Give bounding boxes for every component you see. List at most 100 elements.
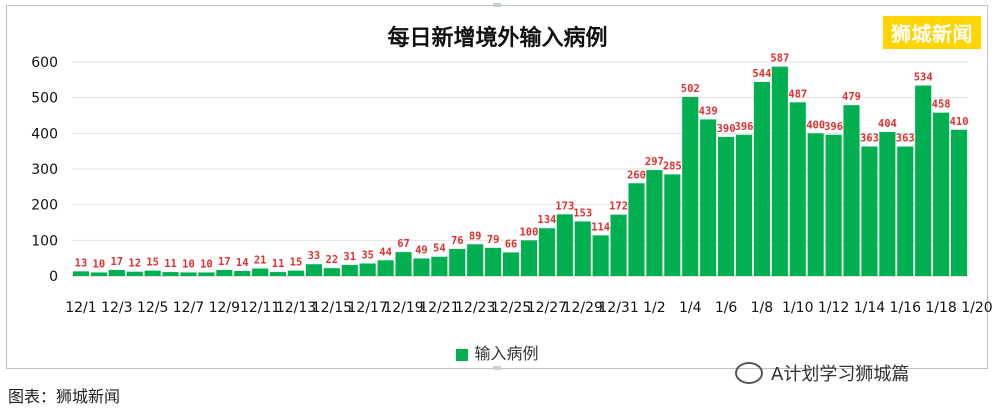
y-tick-label: 400 bbox=[31, 126, 58, 142]
data-label: 363 bbox=[896, 133, 915, 145]
bar bbox=[556, 214, 573, 276]
data-label: 21 bbox=[254, 255, 267, 267]
x-tick-label: 12/15 bbox=[312, 300, 352, 316]
wechat-account-label: A计划学习狮城篇 bbox=[771, 364, 910, 385]
bar bbox=[682, 96, 699, 276]
bar bbox=[252, 268, 269, 276]
bar bbox=[520, 240, 538, 276]
y-tick-label: 200 bbox=[31, 198, 58, 214]
x-tick-label: 1/2 bbox=[643, 300, 666, 316]
bar bbox=[592, 235, 609, 276]
data-label: 17 bbox=[110, 256, 123, 268]
x-tick-label: 12/1 bbox=[65, 300, 96, 316]
data-label: 396 bbox=[824, 121, 843, 133]
data-label: 479 bbox=[842, 91, 861, 103]
data-label: 79 bbox=[487, 234, 500, 246]
data-label: 410 bbox=[950, 116, 969, 128]
bar bbox=[628, 183, 645, 276]
x-tick-label: 12/9 bbox=[209, 300, 240, 316]
bar bbox=[825, 134, 842, 276]
x-tick-label: 12/7 bbox=[173, 300, 204, 316]
bar bbox=[270, 272, 287, 276]
data-label: 31 bbox=[343, 251, 356, 263]
bar bbox=[359, 263, 376, 276]
data-label: 15 bbox=[290, 257, 303, 269]
bar bbox=[198, 272, 215, 276]
bar bbox=[771, 66, 788, 277]
x-tick-label: 12/11 bbox=[240, 300, 280, 316]
bar bbox=[933, 112, 950, 276]
data-label: 22 bbox=[326, 254, 339, 266]
bar bbox=[700, 119, 717, 276]
data-label: 400 bbox=[806, 119, 825, 131]
bar bbox=[413, 258, 430, 276]
data-label: 439 bbox=[699, 105, 718, 117]
x-tick-label: 12/3 bbox=[101, 300, 132, 316]
bar bbox=[789, 102, 806, 276]
x-tick-label: 1/8 bbox=[751, 300, 774, 316]
bar bbox=[664, 174, 681, 276]
data-label: 89 bbox=[469, 230, 482, 242]
bar bbox=[144, 270, 161, 276]
legend-swatch bbox=[456, 348, 469, 361]
data-label: 17 bbox=[218, 256, 231, 268]
bar bbox=[502, 252, 520, 276]
bar bbox=[915, 85, 932, 276]
x-tick-label: 12/5 bbox=[137, 300, 168, 316]
data-label: 100 bbox=[519, 226, 538, 238]
bar bbox=[108, 269, 125, 276]
x-tick-label: 12/19 bbox=[383, 300, 423, 316]
bar bbox=[646, 170, 663, 276]
data-label: 67 bbox=[397, 238, 410, 250]
x-tick-label: 1/6 bbox=[715, 300, 738, 316]
bar bbox=[305, 264, 322, 276]
data-label: 502 bbox=[681, 83, 700, 95]
wechat-icon bbox=[735, 362, 763, 384]
bar bbox=[861, 146, 878, 276]
bar bbox=[735, 134, 753, 276]
legend-label: 输入病例 bbox=[474, 344, 539, 363]
brand-logo: 狮城新闻 bbox=[883, 16, 981, 49]
bar bbox=[753, 81, 770, 277]
chart-title: 每日新增境外输入病例 bbox=[387, 26, 608, 51]
y-tick-label: 600 bbox=[31, 55, 58, 71]
bar bbox=[377, 260, 394, 276]
data-label: 544 bbox=[752, 68, 771, 80]
data-label: 33 bbox=[308, 250, 321, 262]
bar bbox=[610, 214, 627, 276]
data-label: 76 bbox=[451, 235, 464, 247]
data-label: 49 bbox=[415, 245, 428, 257]
data-label: 134 bbox=[537, 214, 556, 226]
x-tick-label: 12/17 bbox=[348, 300, 388, 316]
resize-handle-top[interactable] bbox=[493, 3, 501, 7]
x-tick-label: 1/14 bbox=[854, 300, 886, 316]
data-label: 173 bbox=[555, 200, 574, 212]
data-label: 390 bbox=[717, 123, 736, 135]
data-label: 285 bbox=[663, 160, 682, 172]
bar bbox=[90, 272, 107, 276]
bar bbox=[323, 268, 340, 276]
bar bbox=[162, 272, 179, 276]
bar bbox=[574, 221, 591, 276]
y-tick-label: 300 bbox=[31, 162, 58, 178]
resize-handle-bottom[interactable] bbox=[493, 366, 501, 370]
bar bbox=[538, 228, 555, 276]
x-tick-label: 12/23 bbox=[455, 300, 495, 316]
bar bbox=[341, 264, 358, 276]
bar bbox=[718, 136, 735, 276]
data-label: 114 bbox=[591, 221, 610, 233]
x-tick-label: 1/18 bbox=[925, 300, 956, 316]
x-tick-label: 12/21 bbox=[419, 300, 459, 316]
bar bbox=[395, 252, 412, 276]
x-tick-label: 12/25 bbox=[491, 300, 531, 316]
bar bbox=[234, 271, 251, 276]
data-label: 260 bbox=[627, 169, 646, 181]
data-label: 12 bbox=[128, 258, 141, 270]
wechat-watermark: A计划学习狮城篇 bbox=[735, 360, 909, 386]
data-label: 172 bbox=[609, 201, 628, 213]
bar bbox=[843, 105, 860, 276]
x-tick-label: 1/16 bbox=[890, 300, 922, 316]
bar bbox=[950, 129, 968, 276]
data-label: 458 bbox=[932, 99, 951, 111]
chart-legend: 输入病例 bbox=[0, 340, 995, 364]
